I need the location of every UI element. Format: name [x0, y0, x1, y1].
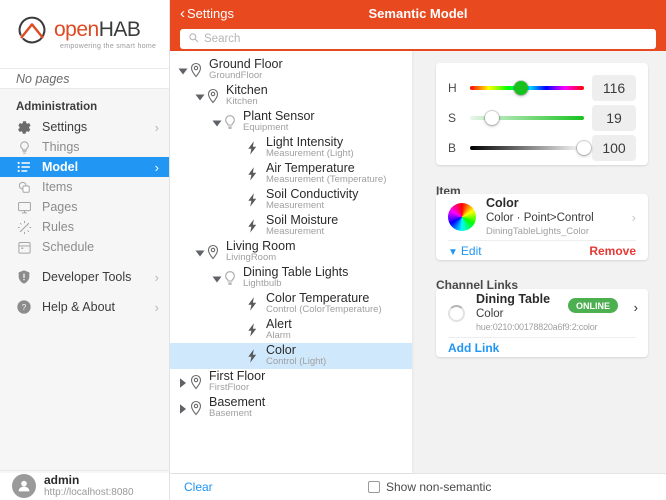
svg-text:?: ?	[22, 303, 27, 312]
